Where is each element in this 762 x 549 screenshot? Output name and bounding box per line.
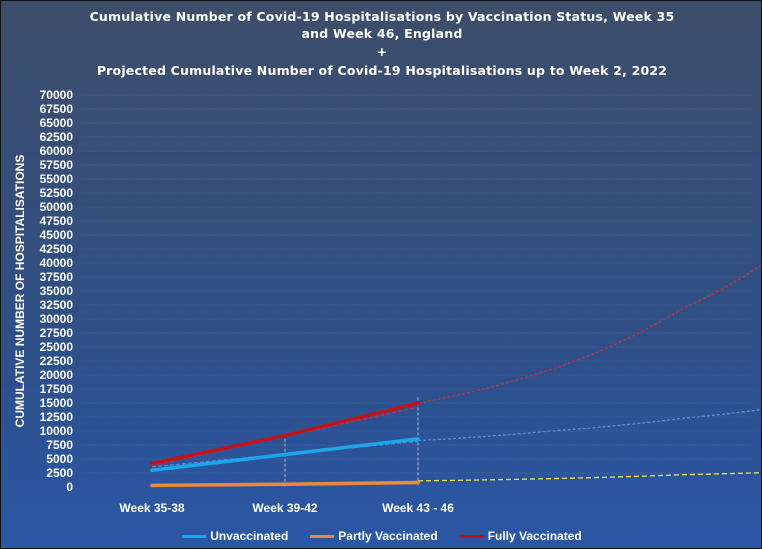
projection-unvaccinated [417, 408, 761, 442]
y-tick-label: 10000 [40, 424, 74, 438]
y-tick-label: 50000 [40, 200, 74, 214]
data-point-partly-vaccinated [283, 482, 287, 487]
chart-title-line-4: Projected Cumulative Number of Covid-19 … [96, 63, 668, 78]
data-point-unvaccinated [283, 452, 287, 457]
y-tick-label: 0 [66, 480, 73, 494]
data-point-partly-vaccinated [416, 480, 420, 485]
y-tick-label: 65000 [40, 116, 74, 130]
data-point-fully-vaccinated [416, 401, 420, 405]
data-point-partly-vaccinated [150, 483, 154, 488]
chart-title-line-1: Cumulative Number of Covid-19 Hospitalis… [89, 9, 675, 24]
chart-title-line-3: + [376, 44, 388, 59]
category-guides [284, 397, 419, 487]
chart-title-line-2: and Week 46, England [301, 26, 463, 41]
legend: Unvaccinated Partly Vaccinated Fully Vac… [1, 527, 761, 545]
y-tick-label: 32500 [40, 298, 74, 312]
legend-swatch-unvaccinated [182, 534, 207, 538]
legend-label-fully-vaccinated: Fully Vaccinated [487, 529, 582, 543]
data-point-fully-vaccinated [150, 461, 154, 466]
legend-swatch-partly-vaccinated [310, 534, 335, 538]
y-tick-label: 42500 [40, 242, 74, 256]
y-tick-label: 7500 [46, 438, 73, 452]
y-tick-label: 62500 [40, 130, 74, 144]
y-tick-label: 20000 [40, 368, 74, 382]
y-tick-label: 70000 [40, 88, 74, 102]
x-tick-label: Week 39-42 [252, 501, 317, 515]
gridlines [79, 94, 753, 474]
legend-item-unvaccinated: Unvaccinated [182, 529, 288, 543]
y-tick-label: 27500 [40, 326, 74, 340]
data-point-unvaccinated [150, 468, 154, 473]
y-tick-label: 5000 [46, 452, 73, 466]
y-tick-label: 67500 [40, 102, 74, 116]
y-tick-label: 22500 [40, 354, 74, 368]
y-tick-label: 35000 [40, 284, 74, 298]
trend-fully-vaccinated [151, 406, 419, 467]
legend-item-partly-vaccinated: Partly Vaccinated [310, 529, 438, 543]
y-tick-label: 37500 [40, 270, 74, 284]
projection-fully-vaccinated [417, 264, 761, 404]
y-tick-label: 47500 [40, 214, 74, 228]
y-tick-label: 25000 [40, 340, 74, 354]
y-tick-label: 12500 [40, 410, 74, 424]
y-tick-label: 30000 [40, 312, 74, 326]
data-point-unvaccinated [416, 437, 420, 441]
legend-label-unvaccinated: Unvaccinated [210, 529, 289, 543]
projection-partly-vaccinated [417, 472, 761, 482]
y-tick-label: 52500 [40, 186, 74, 200]
legend-item-fully-vaccinated: Fully Vaccinated [459, 529, 582, 543]
x-tick-label: Week 35-38 [119, 501, 184, 515]
x-tick-label: Week 43 - 46 [382, 501, 454, 515]
x-axis-ticks: Week 35-38 Week 39-42 Week 43 - 46 [119, 501, 454, 515]
data-point-fully-vaccinated [283, 433, 287, 438]
data-series [150, 401, 420, 488]
y-axis-ticks: 0250050007500100001250015000175002000022… [40, 88, 74, 494]
y-tick-label: 17500 [40, 382, 74, 396]
y-tick-label: 2500 [46, 466, 73, 480]
y-tick-label: 40000 [40, 256, 74, 270]
legend-label-partly-vaccinated: Partly Vaccinated [338, 529, 438, 543]
y-tick-label: 15000 [40, 396, 74, 410]
y-tick-label: 55000 [40, 172, 74, 186]
y-tick-label: 60000 [40, 144, 74, 158]
projection-lines [417, 264, 761, 482]
y-tick-label: 45000 [40, 228, 74, 242]
y-tick-label: 57500 [40, 158, 74, 172]
legend-swatch-fully-vaccinated [459, 534, 484, 538]
